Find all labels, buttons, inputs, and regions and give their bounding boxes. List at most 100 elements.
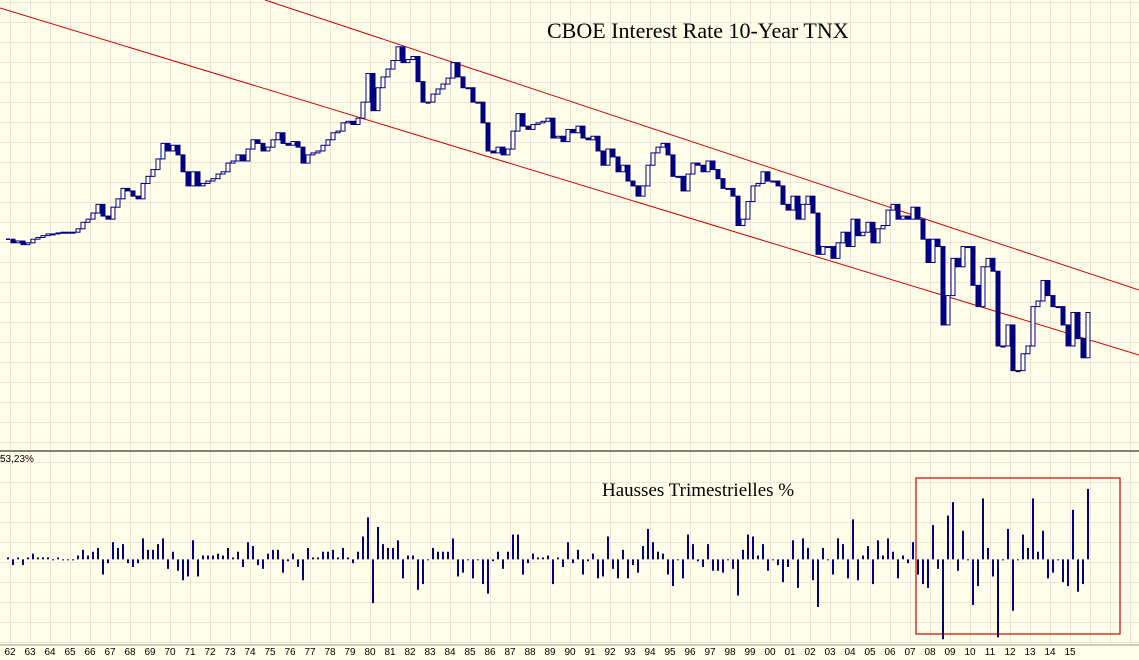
- x-tick-label: 76: [284, 647, 296, 658]
- x-tick-label: 00: [764, 647, 776, 658]
- bar: [387, 547, 389, 560]
- x-tick-label: 94: [644, 647, 656, 658]
- candle: [265, 146, 271, 152]
- candle: [75, 228, 81, 233]
- bar: [667, 559, 669, 575]
- candle: [860, 231, 866, 237]
- candle: [910, 206, 916, 220]
- highlight-box: [915, 477, 1121, 635]
- bar: [1022, 534, 1024, 560]
- candle: [30, 238, 36, 244]
- bar: [182, 559, 184, 581]
- x-tick-label: 93: [624, 647, 636, 658]
- x-tick-label: 82: [404, 647, 416, 658]
- bar: [482, 559, 484, 585]
- x-tick-label: 70: [164, 647, 176, 658]
- bar: [797, 559, 799, 588]
- candle: [35, 236, 41, 240]
- bar: [262, 559, 264, 569]
- x-tick-label: 85: [464, 647, 476, 658]
- bar: [897, 559, 899, 579]
- x-tick-label: 10: [964, 647, 976, 658]
- candle: [260, 142, 266, 152]
- bar: [602, 559, 604, 577]
- bar: [882, 555, 884, 560]
- bar: [927, 559, 929, 588]
- x-tick-label: 66: [84, 647, 96, 658]
- candle: [1050, 295, 1056, 308]
- bar: [1007, 528, 1009, 560]
- candle: [280, 132, 286, 144]
- bar: [827, 559, 829, 561]
- bar: [737, 559, 739, 596]
- bar: [772, 559, 774, 561]
- bar: [1032, 498, 1034, 560]
- candle: [985, 257, 991, 268]
- candle: [570, 128, 576, 134]
- bar: [842, 544, 844, 560]
- candle: [255, 139, 261, 144]
- bar: [107, 559, 109, 564]
- bar: [382, 544, 384, 560]
- bar: [872, 559, 874, 585]
- candle: [940, 246, 946, 326]
- candle: [110, 206, 116, 220]
- candle: [955, 257, 961, 268]
- bar: [1072, 509, 1074, 560]
- bar: [877, 540, 879, 560]
- chart-title: CBOE Interest Rate 10-Year TNX: [547, 18, 849, 43]
- bar: [707, 544, 709, 560]
- candle: [740, 218, 746, 227]
- candle: [605, 148, 611, 166]
- candle: [200, 182, 206, 187]
- bar: [832, 559, 834, 575]
- bar: [392, 547, 394, 560]
- bar: [887, 538, 889, 560]
- candle: [1055, 306, 1061, 309]
- candle: [1020, 353, 1026, 372]
- candle: [680, 175, 686, 192]
- bar: [502, 559, 504, 569]
- bar: [407, 555, 409, 560]
- bar: [857, 559, 859, 581]
- candle: [575, 125, 581, 134]
- candle: [275, 132, 281, 141]
- candle: [245, 148, 251, 162]
- bar: [977, 559, 979, 586]
- bar: [57, 557, 59, 560]
- x-tick-label: 09: [944, 647, 956, 658]
- candle: [945, 295, 951, 326]
- bar: [937, 559, 939, 569]
- candle: [105, 215, 111, 220]
- bar: [12, 559, 14, 566]
- candle: [990, 257, 996, 272]
- bar: [962, 530, 964, 560]
- x-tick-label: 06: [884, 647, 896, 658]
- candle: [1010, 324, 1016, 372]
- candle: [865, 221, 871, 233]
- bar: [272, 549, 274, 560]
- bar: [227, 547, 229, 560]
- candle: [115, 198, 121, 208]
- bar: [457, 559, 459, 577]
- bar: [512, 534, 514, 560]
- candle: [400, 46, 406, 64]
- candle: [480, 101, 486, 124]
- candle: [235, 154, 241, 162]
- candle: [555, 135, 561, 139]
- bar: [237, 551, 239, 560]
- candle: [515, 113, 521, 132]
- candle: [975, 284, 981, 308]
- bar: [777, 559, 779, 566]
- bar: [647, 528, 649, 560]
- candle: [1080, 338, 1086, 359]
- bar: [732, 559, 734, 569]
- bar: [542, 557, 544, 560]
- x-tick-label: 95: [664, 647, 676, 658]
- candle: [80, 221, 86, 230]
- bar: [52, 559, 54, 561]
- candle: [415, 55, 421, 83]
- bar: [67, 559, 69, 561]
- candle: [735, 195, 741, 227]
